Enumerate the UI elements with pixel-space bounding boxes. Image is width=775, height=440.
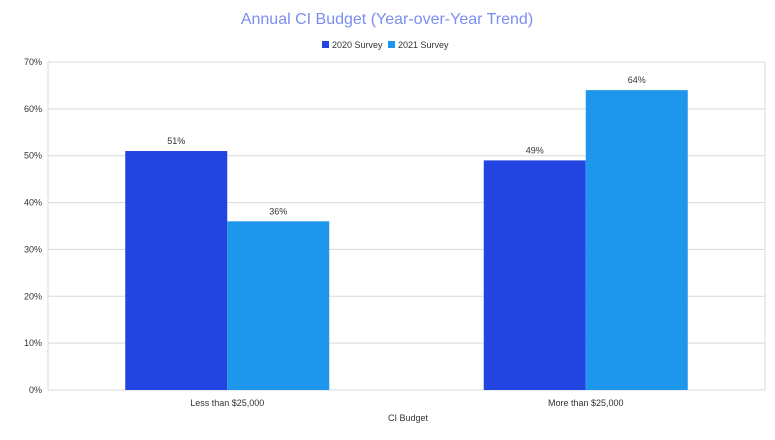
y-tick-label: 20% [24,291,42,301]
legend-swatch [388,41,395,48]
legend: 2020 Survey 2021 Survey [322,40,449,50]
y-tick-label: 60% [24,104,42,114]
y-tick-label: 30% [24,244,42,254]
data-label: 36% [269,206,287,216]
data-labels: 51% 36% 49% 64% [167,75,646,216]
bar [227,221,330,390]
data-label: 51% [167,136,185,146]
bar [483,160,586,390]
legend-swatch [322,41,329,48]
legend-label: 2020 Survey [332,40,383,50]
x-tick-label: Less than $25,000 [190,398,264,408]
y-tick-label: 0% [29,385,42,395]
data-label: 49% [526,145,544,155]
x-tick-label: More than $25,000 [548,398,624,408]
y-tick-label: 10% [24,338,42,348]
x-axis: Less than $25,000 More than $25,000 [190,398,623,408]
y-tick-label: 40% [24,198,42,208]
x-axis-title: CI Budget [388,413,429,423]
chart-title: Annual CI Budget (Year-over-Year Trend) [241,11,533,28]
data-label: 64% [628,75,646,85]
bar [125,151,228,390]
y-tick-label: 70% [24,57,42,67]
bar [585,90,688,390]
legend-label: 2021 Survey [398,40,449,50]
y-tick-label: 50% [24,151,42,161]
bars [125,90,688,390]
y-axis: 0% 10% 20% 30% 40% 50% 60% 70% [24,57,42,395]
